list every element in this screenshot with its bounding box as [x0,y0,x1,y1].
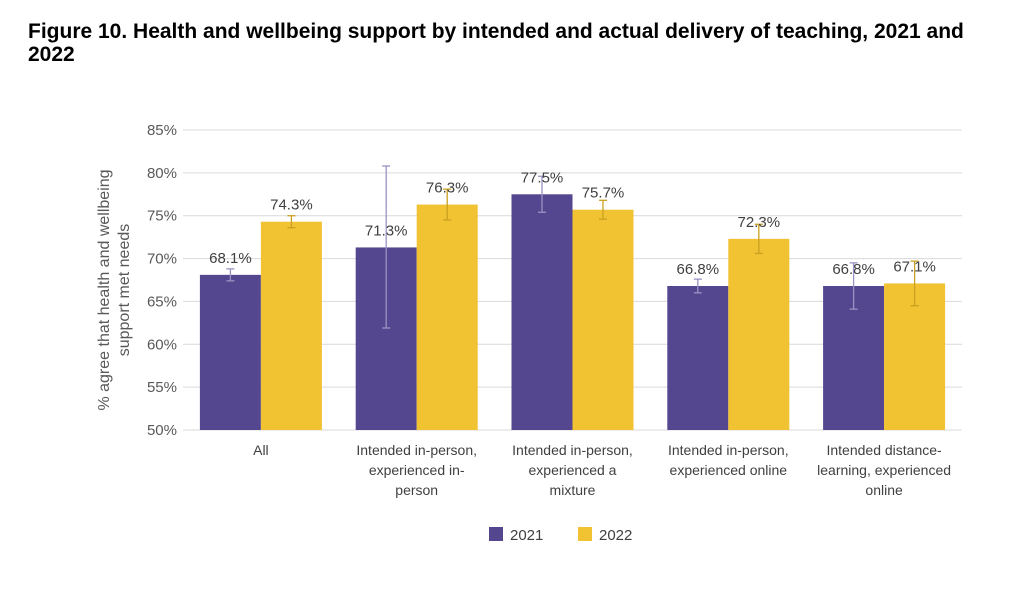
y-tick-label: 60% [147,336,177,353]
data-label-2021-1: 71.3% [365,222,408,239]
legend-swatch-2022 [578,527,592,541]
x-category-label: Intended in-person, [668,442,789,458]
bar-2022-4 [884,283,946,430]
y-tick-label: 85% [147,122,177,139]
data-label-2021-4: 66.8% [832,261,875,278]
y-tick-label: 70% [147,251,177,268]
legend-label-2022: 2022 [599,527,632,544]
bar-2021-0 [199,274,261,430]
data-label-2022-2: 75.7% [582,185,625,202]
bar-2021-4 [823,286,885,430]
bar-2022-3 [728,238,790,430]
y-axis-title: % agree that health and wellbeing support… [96,169,133,410]
y-tick-label: 65% [147,293,177,310]
x-category-label: online [865,482,903,498]
legend-label-2021: 2021 [510,527,543,544]
data-label-2021-0: 68.1% [209,250,252,267]
y-tick-label: 50% [147,422,177,439]
data-label-2021-2: 77.5% [521,169,564,186]
x-category-label: person [395,482,438,498]
x-category-label: mixture [550,482,596,498]
x-category-label: experienced in- [369,462,465,478]
data-label-2022-1: 76.3% [426,180,469,197]
data-labels: 68.1% 71.3% 77.5% 66.8% 66.8% 74.3% 76.3% 75.7%… [209,169,936,278]
x-category-label: experienced a [529,462,617,478]
legend-swatch-2021 [489,527,503,541]
data-label-2022-3: 72.3% [738,214,781,231]
x-category-label: learning, experienced [817,462,951,478]
data-label-2021-3: 66.8% [677,261,720,278]
legend: 2021 2022 [489,527,632,544]
bar-2021-3 [667,286,729,430]
bars [199,194,946,430]
y-tick-label: 75% [147,208,177,225]
bar-2022-2 [572,209,634,430]
x-axis-category-labels: All Intended in-person, experienced in-per… [253,442,951,498]
x-category-label: Intended distance- [826,442,942,458]
x-category-label: Intended in-person, [356,442,477,458]
chart-title: Figure 10. Health and wellbeing support … [28,20,964,66]
y-axis-title-line-1: % agree that health and wellbeing [96,169,113,410]
x-category-label: experienced online [670,462,788,478]
y-tick-label: 55% [147,379,177,396]
y-axis-tick-labels: 50% 55% 60% 65% 70% 75% 80% 85% [147,122,177,439]
bar-2022-0 [260,221,322,430]
bar-2022-1 [416,204,478,430]
data-label-2022-4: 67.1% [893,258,936,275]
data-label-2022-0: 74.3% [270,197,313,214]
x-category-label: All [253,442,269,458]
error-bars [226,165,919,329]
bar-2021-2 [511,194,573,430]
y-axis-title-line-2: support met needs [116,224,133,357]
x-category-label: Intended in-person, [512,442,633,458]
y-tick-label: 80% [147,165,177,182]
